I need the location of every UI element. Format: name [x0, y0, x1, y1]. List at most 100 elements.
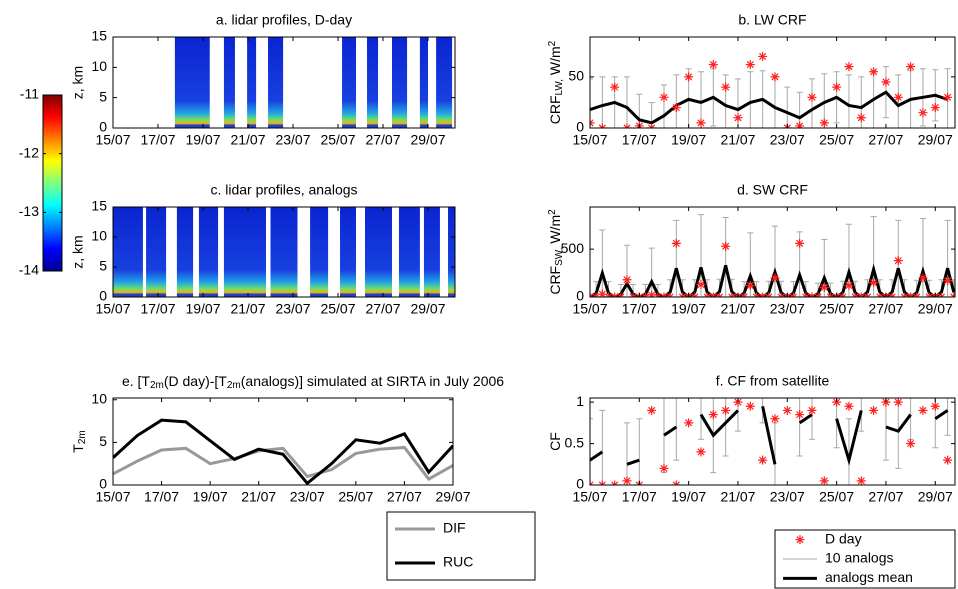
y-axis-label-part: SW, — [554, 248, 565, 266]
colorbar-tick-label: -13 — [19, 203, 39, 219]
y-tick-label: 0 — [576, 119, 584, 135]
star-marker — [893, 398, 903, 407]
x-tick-label: 25/07 — [320, 301, 355, 317]
y-axis-label: CRFSW, W/m2 — [547, 209, 565, 295]
chart-title: c. lidar profiles, analogs — [210, 182, 357, 198]
y-tick-label: 15 — [91, 28, 107, 44]
star-marker — [647, 405, 657, 415]
y-axis-label-part: LW, — [554, 79, 565, 95]
star-marker — [844, 281, 854, 291]
star-marker — [795, 121, 805, 128]
x-tick-label: 27/07 — [365, 301, 400, 317]
error-bar — [907, 398, 914, 440]
star-marker — [696, 118, 706, 128]
lidar-profile-block — [365, 207, 392, 297]
x-tick-label: 27/07 — [387, 489, 422, 505]
x-tick-label: 25/07 — [819, 489, 854, 505]
x-tick-label: 21/07 — [720, 132, 755, 148]
star-marker — [918, 108, 928, 118]
star-marker — [745, 401, 755, 411]
lidar-profile-block — [423, 207, 440, 297]
x-tick-label: 23/07 — [770, 132, 805, 148]
star-marker — [708, 60, 718, 70]
legend-label: RUC — [443, 554, 473, 570]
star-marker — [856, 476, 866, 485]
y-axis-label-part: 2m — [77, 430, 88, 444]
x-tick-label: 21/07 — [720, 489, 755, 505]
lidar-profile-block — [342, 37, 356, 128]
x-tick-label: 23/07 — [770, 301, 805, 317]
lidar-profile-block — [310, 207, 329, 297]
error-bar — [734, 398, 741, 432]
y-axis-label: T2m — [70, 430, 88, 452]
lidar-profile-block — [270, 207, 298, 297]
y-tick-label: 0 — [576, 476, 584, 492]
plot-area — [590, 214, 955, 297]
x-tick-label: 23/07 — [275, 132, 310, 148]
legend-label: 10 analogs — [825, 550, 894, 566]
plot-area — [113, 418, 453, 485]
axes-frame — [112, 36, 456, 129]
mean-line — [590, 405, 949, 466]
chart-title: b. LW CRF — [738, 12, 806, 28]
y-tick-label: 10 — [91, 228, 107, 244]
star-marker — [671, 238, 681, 248]
y-tick-label: 15 — [91, 198, 107, 214]
star-marker — [856, 113, 866, 123]
lidar-profile-block — [419, 37, 428, 128]
y-tick-label: 5 — [99, 88, 107, 104]
error-bar — [623, 422, 630, 485]
star-marker — [943, 276, 953, 286]
colorbar — [42, 94, 63, 272]
y-axis-label-part: CRF — [547, 95, 563, 124]
lidar-profile-block — [198, 207, 219, 297]
star-marker — [782, 405, 792, 415]
star-marker — [659, 463, 669, 473]
axes-frame — [112, 397, 454, 486]
star-marker — [918, 405, 928, 415]
x-tick-label: 21/07 — [720, 301, 755, 317]
star-marker — [795, 535, 805, 545]
y-axis-label-part: CF — [547, 432, 563, 451]
star-marker — [943, 455, 953, 465]
star-marker — [597, 289, 607, 297]
star-marker — [832, 82, 842, 92]
y-tick-label: 500 — [561, 240, 585, 256]
lidar-profile-block — [268, 37, 284, 128]
star-marker — [721, 405, 731, 415]
y-tick-label: 0 — [99, 476, 107, 492]
star-marker — [745, 281, 755, 291]
x-tick-label: 27/07 — [868, 132, 903, 148]
star-marker — [819, 282, 829, 292]
x-tick-label: 17/07 — [622, 132, 657, 148]
x-tick-label: 19/07 — [671, 301, 706, 317]
star-marker — [881, 77, 891, 87]
chart-title-part: e. [T — [122, 373, 150, 389]
lidar-profile-block — [247, 37, 257, 128]
chart-title-part: (analogs)] simulated at SIRTA in July 20… — [241, 373, 505, 389]
x-tick-label: 23/07 — [275, 301, 310, 317]
series-line — [113, 445, 453, 481]
error-bar — [590, 78, 593, 128]
x-tick-label: 19/07 — [671, 132, 706, 148]
star-marker — [684, 418, 694, 428]
star-marker — [659, 92, 669, 102]
colorbar-tick-label: -12 — [19, 144, 39, 160]
y-axis-label-part: 2 — [547, 40, 558, 46]
y-axis-label-part: 2 — [547, 209, 558, 215]
colorbar-tick-label: -11 — [20, 86, 39, 102]
star-marker — [869, 405, 879, 415]
lidar-profile-block — [176, 207, 194, 297]
y-tick-label: 1 — [576, 393, 584, 409]
lidar-profile-block — [367, 37, 379, 128]
error-bar — [697, 398, 704, 440]
star-marker — [721, 241, 731, 251]
star-marker — [795, 410, 805, 420]
legend-label: analogs mean — [825, 569, 913, 585]
error-bar — [673, 398, 680, 461]
x-tick-label: 15/07 — [95, 301, 130, 317]
star-marker — [943, 92, 953, 102]
y-axis-label: z, km — [70, 235, 86, 268]
x-tick-label: 17/07 — [140, 132, 175, 148]
lidar-profile-block — [436, 37, 453, 128]
